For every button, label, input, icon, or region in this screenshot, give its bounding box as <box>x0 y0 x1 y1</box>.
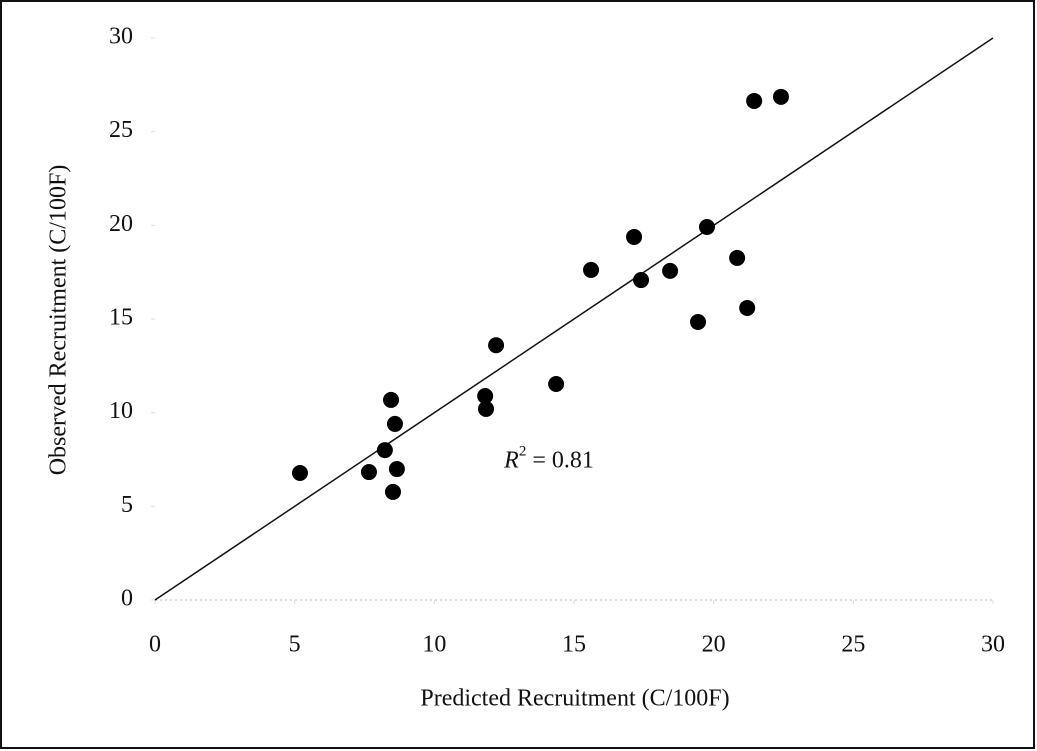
annotation-variable: R <box>503 447 519 473</box>
point <box>739 299 756 316</box>
y-axis-label: Observed Recruitment (C/100F) <box>46 165 72 476</box>
point <box>633 272 650 289</box>
point <box>690 313 707 330</box>
x-tick-label: 30 <box>981 632 1005 658</box>
point <box>626 228 643 245</box>
x-tick-label: 20 <box>702 632 726 658</box>
x-tick-label: 10 <box>422 632 446 658</box>
point <box>291 464 308 481</box>
y-tick-label: 15 <box>109 305 133 331</box>
point <box>583 261 600 278</box>
point <box>548 376 565 393</box>
point <box>478 400 495 417</box>
y-tick-label: 0 <box>121 586 133 612</box>
point <box>772 88 789 105</box>
point <box>388 461 405 478</box>
annotation: R2 = 0.81 <box>503 444 594 473</box>
point <box>383 391 400 408</box>
point <box>488 337 505 354</box>
point <box>386 415 403 432</box>
x-axis-label: Predicted Recruitment (C/100F) <box>420 686 729 712</box>
point <box>376 442 393 459</box>
point <box>360 464 377 481</box>
x-tick-label: 15 <box>562 632 586 658</box>
point <box>746 92 763 109</box>
y-tick-label: 10 <box>109 398 133 424</box>
x-tick-label: 25 <box>841 632 865 658</box>
point <box>698 219 715 236</box>
y-tick-label: 30 <box>109 24 133 50</box>
y-tick-label: 5 <box>121 492 133 518</box>
point <box>384 483 401 500</box>
point <box>477 387 494 404</box>
annotation-text: = 0.81 <box>532 447 594 473</box>
x-tick-label: 5 <box>289 632 301 658</box>
point <box>729 249 746 266</box>
x-tick-label: 0 <box>149 632 161 658</box>
point <box>662 262 679 279</box>
reference-line <box>154 37 994 601</box>
annotation-exponent: 2 <box>519 444 527 460</box>
y-tick-label: 25 <box>109 117 133 143</box>
y-tick-label: 20 <box>109 211 133 237</box>
